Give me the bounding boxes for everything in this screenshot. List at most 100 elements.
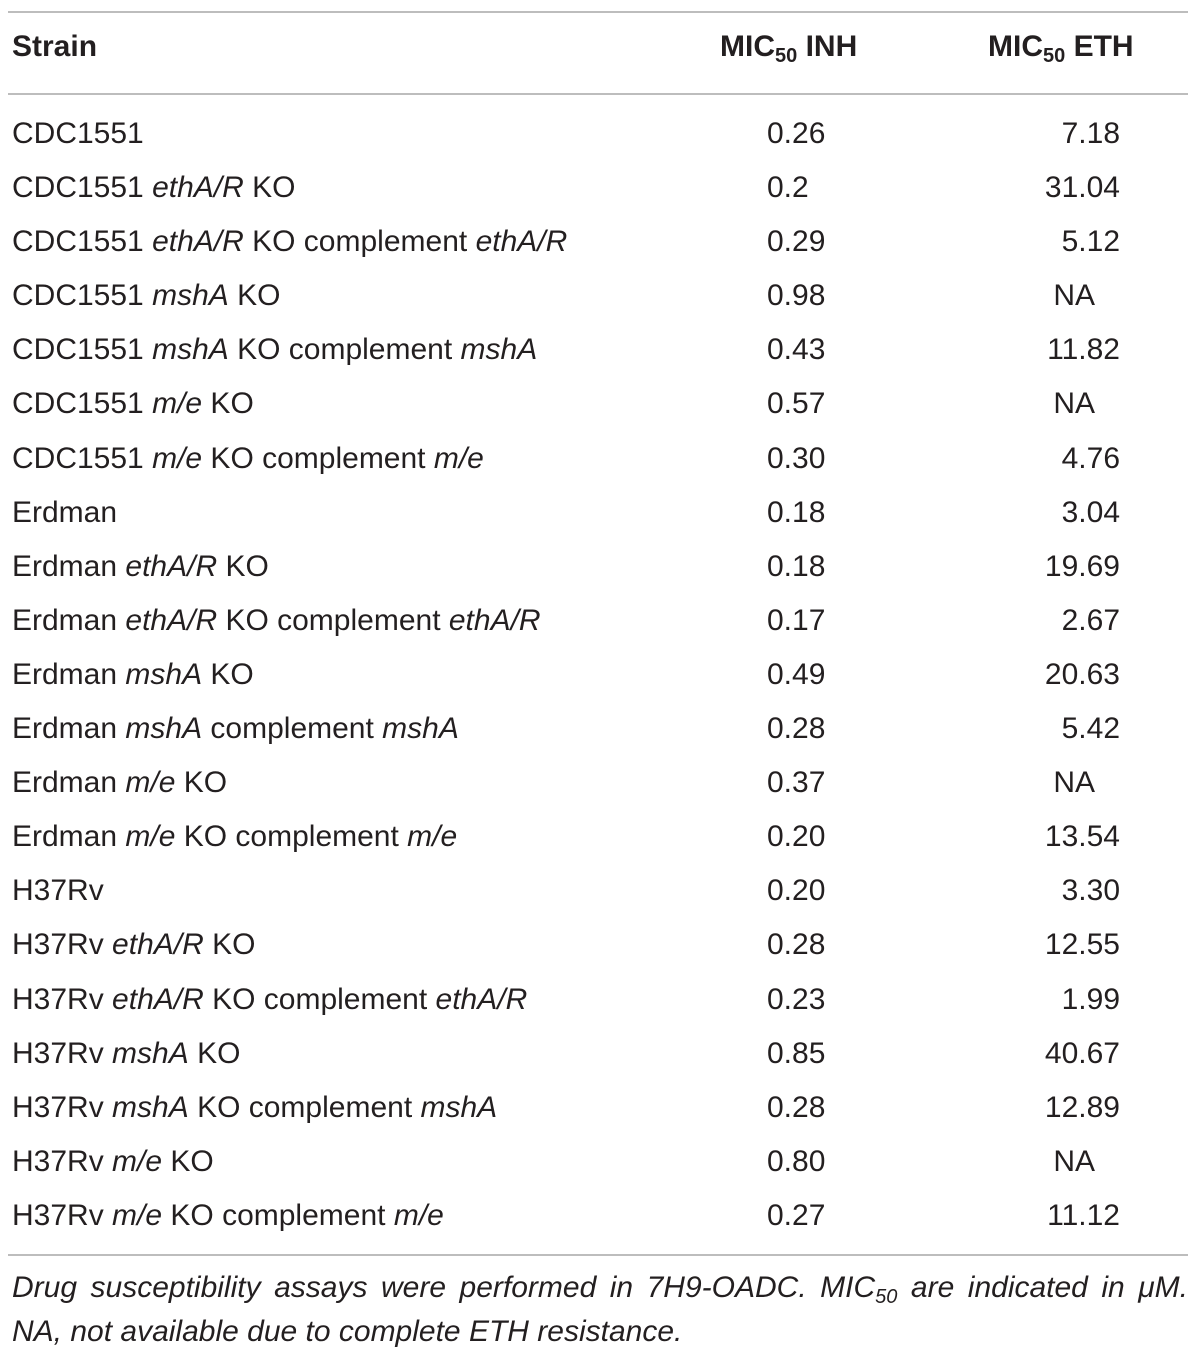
strain-cell: CDC1551 m/e KO complement m/e: [12, 432, 484, 486]
table-row: Erdman mshA KO 0.49 20.63: [0, 648, 1200, 702]
table-row: CDC1551 m/e KO complement m/e 0.30 4.76: [0, 432, 1200, 486]
strain-cell: H37Rv: [12, 864, 104, 918]
table-row: Erdman m/e KO 0.37 NA: [0, 756, 1200, 810]
strain-text: Erdman: [12, 549, 126, 583]
strain-text: KO: [162, 1144, 214, 1178]
footnote-text-after: are indicated in μM. NA, not available d…: [12, 1271, 1188, 1348]
gene-name: ethA/R: [112, 982, 204, 1016]
strain-text: KO complement: [188, 1090, 421, 1124]
strain-text: KO: [202, 387, 254, 421]
strain-text: H37Rv: [12, 1090, 113, 1124]
mic50-inh-cell: 0.37: [767, 766, 826, 800]
strain-text: CDC1551: [12, 225, 153, 259]
mic50-eth-cell: 3.04: [1061, 495, 1120, 529]
strain-cell: CDC1551 m/e KO: [12, 377, 254, 431]
mic50-inh-cell: 0.18: [767, 495, 826, 529]
table-body: CDC1551 0.26 7.18 CDC1551 ethA/R KO 0.2 31.04…: [0, 107, 1200, 1243]
mic50-inh-cell: 0.49: [767, 657, 826, 691]
mic50-eth-cell: 19.69: [1044, 549, 1120, 583]
strain-text: KO complement: [175, 820, 408, 854]
gene-name: m/e: [407, 820, 458, 854]
strain-cell: Erdman ethA/R KO: [12, 540, 269, 594]
table-row: Erdman mshA complement mshA 0.28 5.42: [0, 702, 1200, 756]
gene-name: ethA/R: [125, 549, 218, 583]
mic50-inh-cell: 0.17: [767, 603, 826, 637]
strain-text: KO complement: [162, 1198, 394, 1232]
gene-name: ethA/R: [125, 603, 218, 637]
strain-text: KO: [243, 171, 296, 205]
table-row: H37Rv mshA KO 0.85 40.67: [0, 1027, 1200, 1081]
strain-cell: Erdman: [12, 486, 117, 540]
strain-cell: H37Rv mshA KO: [12, 1027, 240, 1081]
header-mic50-eth: MIC50 ETH: [988, 30, 1134, 66]
gene-name: m/e: [152, 387, 203, 421]
mic50-inh-cell: 0.27: [767, 1198, 826, 1232]
mic50-eth-cell: 12.89: [1044, 1090, 1120, 1124]
header-strain: Strain: [12, 30, 98, 63]
strain-text: KO: [203, 928, 256, 962]
table-row: Erdman 0.18 3.04: [0, 486, 1200, 540]
strain-text: Erdman: [12, 820, 126, 854]
table-row: Erdman m/e KO complement m/e 0.20 13.54: [0, 810, 1200, 864]
strain-text: H37Rv: [12, 928, 113, 962]
table-row: CDC1551 0.26 7.18: [0, 107, 1200, 161]
strain-cell: H37Rv mshA KO complement mshA: [12, 1081, 497, 1135]
table-row: Erdman ethA/R KO complement ethA/R 0.17 2.…: [0, 594, 1200, 648]
strain-cell: CDC1551 ethA/R KO complement ethA/R: [12, 215, 567, 269]
gene-name: m/e: [112, 1198, 163, 1232]
strain-cell: CDC1551 ethA/R KO: [12, 161, 295, 215]
header-eth-prefix: MIC: [988, 30, 1043, 63]
mic50-inh-cell: 0.20: [767, 820, 826, 854]
mic50-inh-cell: 0.98: [767, 279, 826, 313]
strain-text: KO: [202, 657, 254, 691]
table-row: H37Rv 0.20 3.30: [0, 864, 1200, 918]
mic50-inh-cell: 0.43: [767, 333, 826, 367]
mic50-inh-cell: 0.28: [767, 928, 826, 962]
table-row: H37Rv ethA/R KO 0.28 12.55: [0, 918, 1200, 972]
gene-name: mshA: [112, 1036, 189, 1070]
mic50-eth-cell: NA: [1053, 387, 1095, 421]
strain-text: H37Rv: [12, 1144, 113, 1178]
header-inh-prefix: MIC: [720, 30, 775, 63]
strain-text: CDC1551: [12, 117, 144, 150]
gene-name: mshA: [382, 712, 459, 746]
table-row: CDC1551 ethA/R KO complement ethA/R 0.29 5…: [0, 215, 1200, 269]
mic50-eth-cell: 11.82: [1047, 333, 1120, 367]
gene-name: mshA: [112, 1090, 189, 1124]
strain-cell: Erdman m/e KO complement m/e: [12, 810, 457, 864]
mic50-eth-cell: NA: [1053, 766, 1095, 800]
mic50-eth-cell: 1.99: [1061, 982, 1120, 1016]
strain-cell: Erdman ethA/R KO complement ethA/R: [12, 594, 541, 648]
gene-name: m/e: [112, 1144, 163, 1178]
strain-cell: Erdman mshA KO: [12, 648, 254, 702]
table-row: CDC1551 mshA KO 0.98 NA: [0, 269, 1200, 323]
mic50-inh-cell: 0.28: [767, 712, 826, 746]
gene-name: mshA: [152, 279, 229, 313]
table-footnote: Drug susceptibility assays were performe…: [12, 1266, 1188, 1354]
mic50-eth-cell: NA: [1053, 279, 1095, 313]
mic50-inh-cell: 0.30: [767, 441, 826, 475]
strain-cell: H37Rv m/e KO: [12, 1135, 214, 1189]
strain-text: KO: [217, 549, 269, 583]
mic50-eth-cell: 13.54: [1044, 820, 1120, 854]
strain-text: CDC1551: [12, 387, 153, 421]
strain-cell: H37Rv ethA/R KO: [12, 918, 255, 972]
strain-text: H37Rv: [12, 1198, 113, 1232]
mic50-inh-cell: 0.23: [767, 982, 826, 1016]
gene-name: mshA: [152, 333, 229, 367]
gene-name: m/e: [125, 820, 176, 854]
gene-name: m/e: [152, 441, 203, 475]
table-row: H37Rv m/e KO 0.80 NA: [0, 1135, 1200, 1189]
footnote-subscript: 50: [875, 1286, 898, 1308]
mic50-eth-cell: 20.63: [1044, 657, 1120, 691]
gene-name: ethA/R: [112, 928, 204, 962]
gene-name: m/e: [433, 441, 484, 475]
mic50-inh-cell: 0.85: [767, 1036, 826, 1070]
strain-text: KO: [228, 279, 281, 313]
strain-cell: CDC1551 mshA KO complement mshA: [12, 323, 537, 377]
strain-cell: Erdman m/e KO: [12, 756, 227, 810]
strain-text: H37Rv: [12, 1036, 113, 1070]
table-row: Erdman ethA/R KO 0.18 19.69: [0, 540, 1200, 594]
strain-text: Erdman: [12, 657, 126, 691]
mic50-eth-cell: 40.67: [1044, 1036, 1120, 1070]
